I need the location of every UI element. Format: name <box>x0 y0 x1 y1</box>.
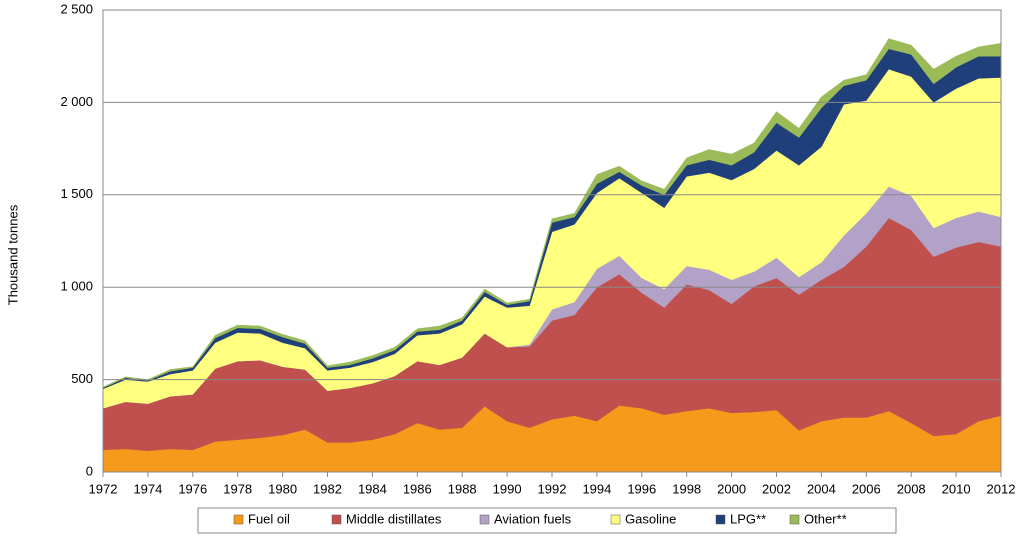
legend-label: Gasoline <box>625 511 676 526</box>
y-tick-label: 2 000 <box>60 94 93 109</box>
legend-label: Middle distillates <box>346 511 442 526</box>
x-tick-label: 1972 <box>89 481 118 496</box>
x-tick-label: 1976 <box>178 481 207 496</box>
legend-swatch <box>479 514 490 525</box>
x-tick-label: 1998 <box>672 481 701 496</box>
legend-swatch <box>715 514 726 525</box>
x-tick-label: 1984 <box>358 481 387 496</box>
x-tick-label: 2010 <box>942 481 971 496</box>
x-tick-label: 1996 <box>627 481 656 496</box>
x-tick-label: 1988 <box>448 481 477 496</box>
legend-swatch <box>789 514 800 525</box>
x-tick-label: 2006 <box>852 481 881 496</box>
x-tick-label: 2012 <box>987 481 1016 496</box>
legend-swatch <box>331 514 342 525</box>
x-tick-label: 1980 <box>268 481 297 496</box>
x-tick-label: 1982 <box>313 481 342 496</box>
x-tick-label: 2000 <box>717 481 746 496</box>
x-tick-label: 1978 <box>223 481 252 496</box>
x-tick-label: 2004 <box>807 481 836 496</box>
x-tick-label: 1974 <box>133 481 162 496</box>
x-tick-label: 1994 <box>582 481 611 496</box>
x-tick-label: 2002 <box>762 481 791 496</box>
y-tick-label: 2 500 <box>60 1 93 16</box>
legend-box <box>197 507 897 534</box>
y-tick-label: 1 500 <box>60 186 93 201</box>
legend-label: LPG** <box>730 511 766 526</box>
x-tick-label: 1990 <box>493 481 522 496</box>
x-tick-label: 2008 <box>897 481 926 496</box>
x-tick-label: 1992 <box>538 481 567 496</box>
y-tick-label: 0 <box>86 463 93 478</box>
y-tick-label: 1 000 <box>60 279 93 294</box>
legend-label: Aviation fuels <box>494 511 572 526</box>
legend-swatch <box>610 514 621 525</box>
x-tick-label: 1986 <box>403 481 432 496</box>
legend-label: Fuel oil <box>248 511 290 526</box>
legend-label: Other** <box>804 511 847 526</box>
y-axis-title: Thousand tonnes <box>5 204 20 305</box>
legend-swatch <box>233 514 244 525</box>
y-tick-label: 500 <box>71 371 93 386</box>
